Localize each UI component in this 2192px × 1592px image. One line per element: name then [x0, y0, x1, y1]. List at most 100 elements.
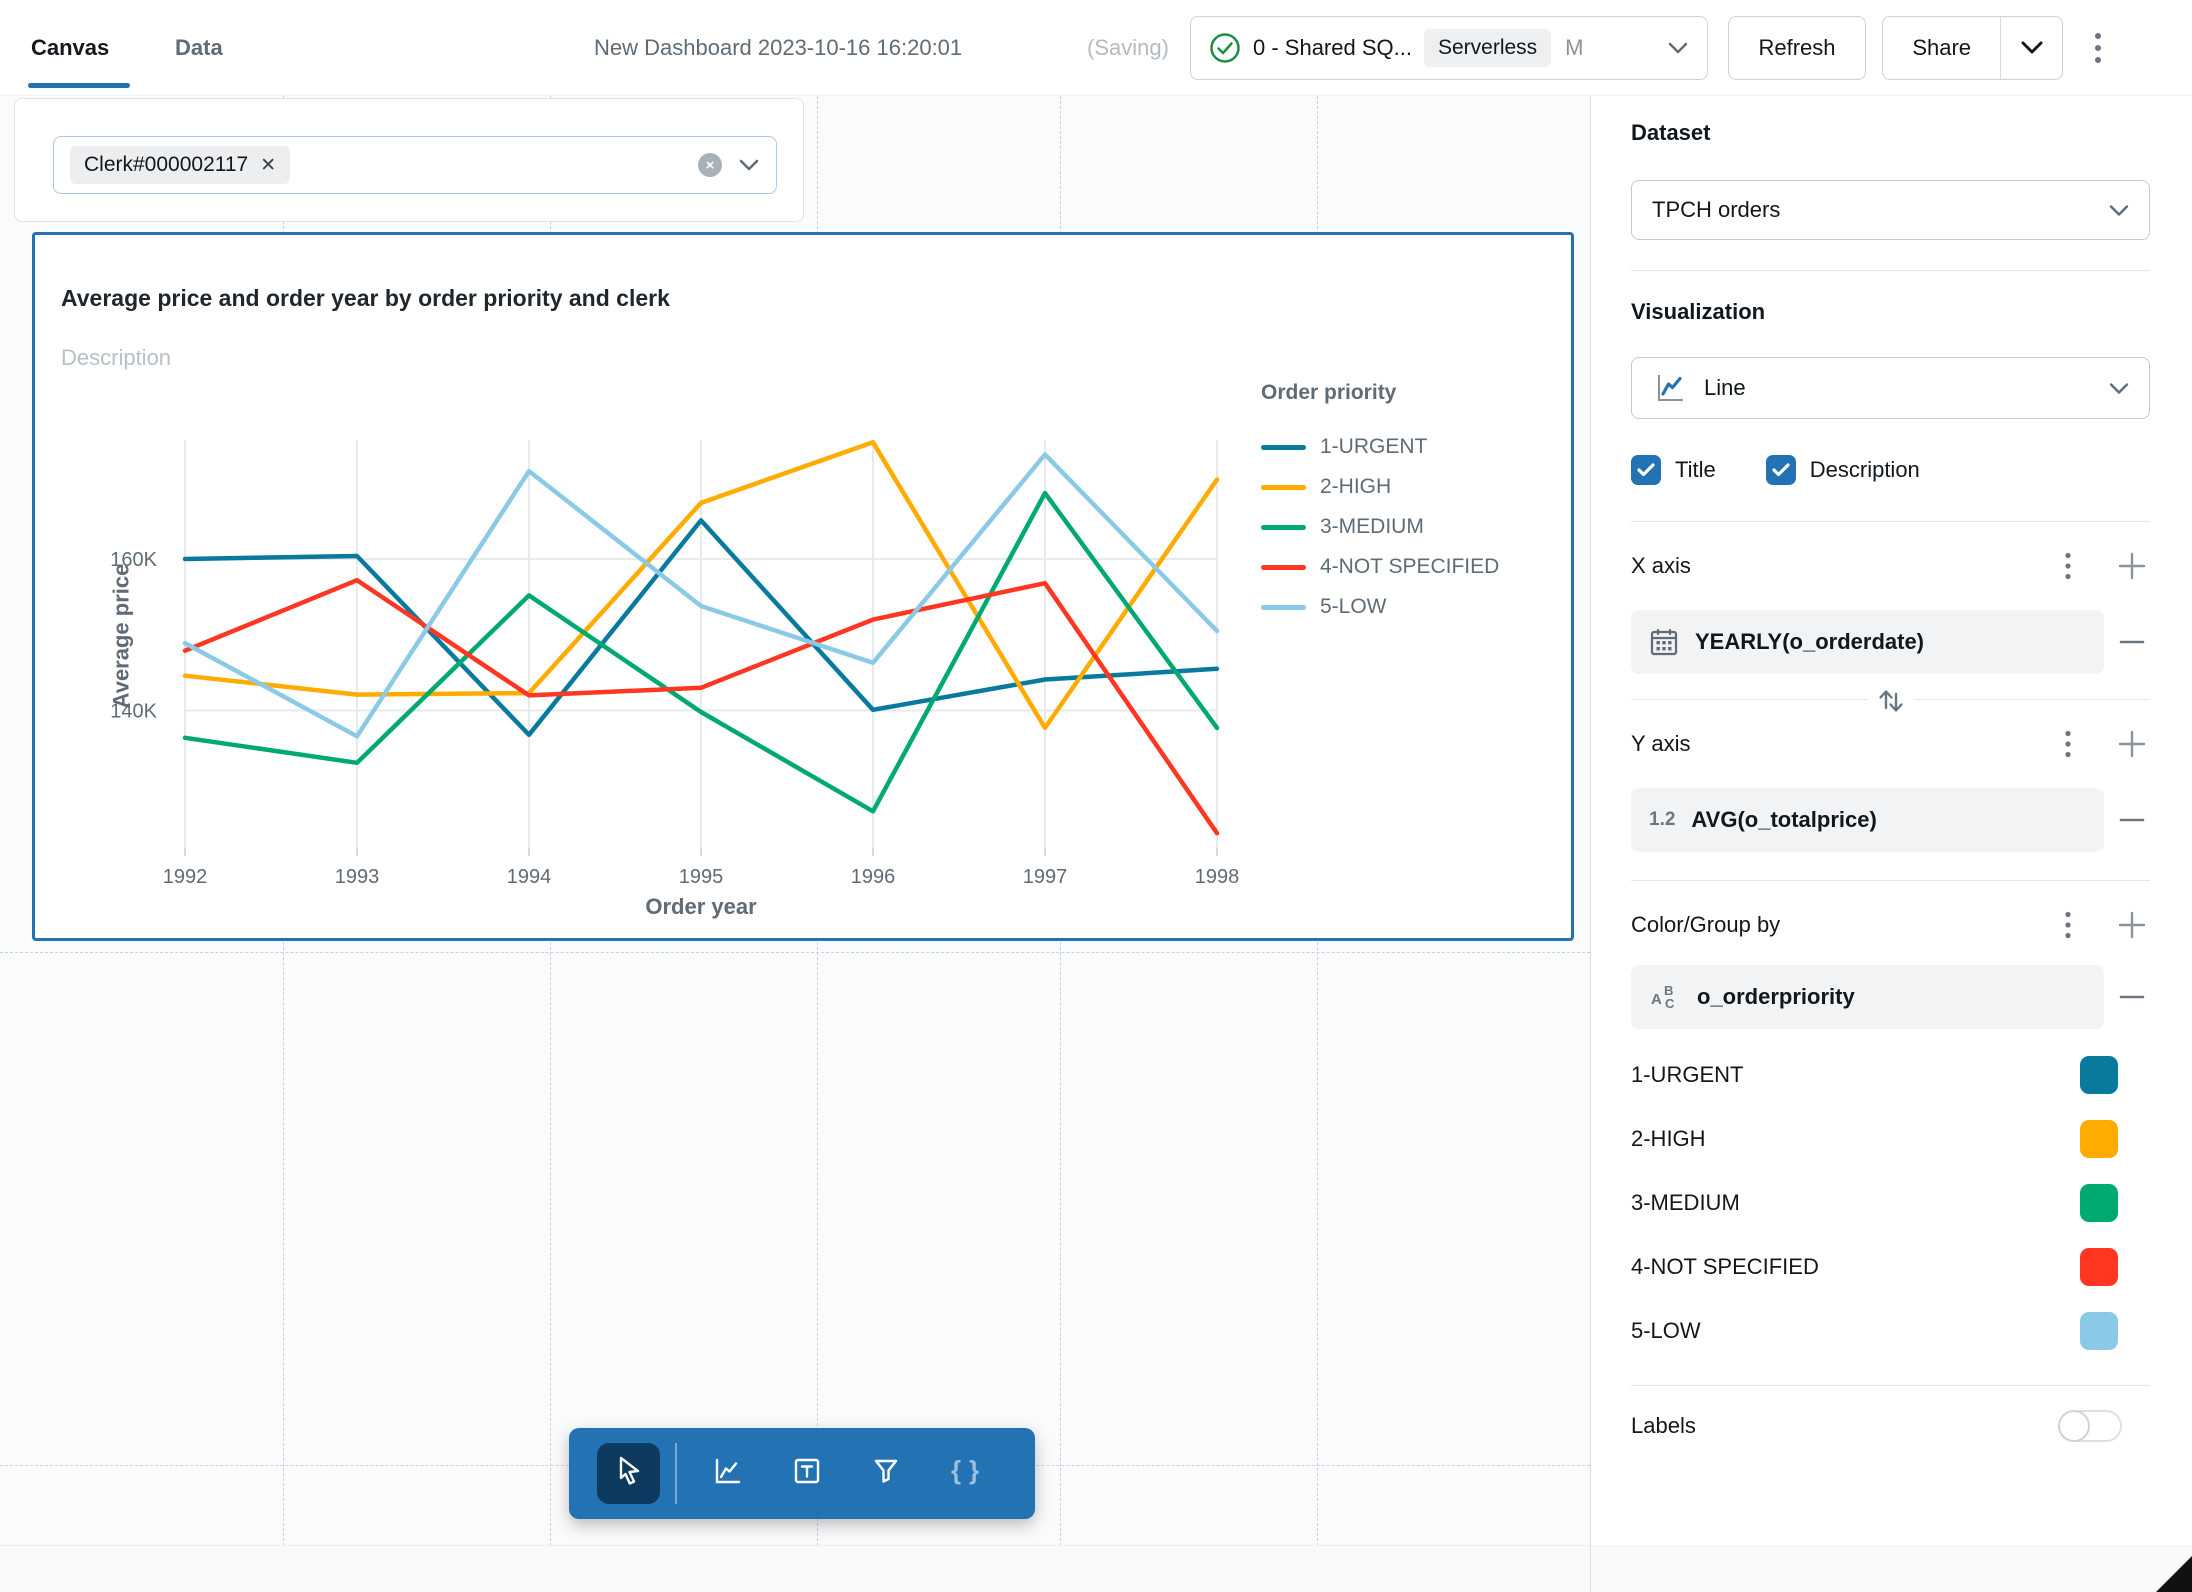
chevron-down-icon	[2109, 375, 2129, 401]
warehouse-selector[interactable]: 0 - Shared SQ... Serverless M	[1190, 16, 1708, 80]
filter-input[interactable]: Clerk#000002117 ✕ ×	[53, 136, 777, 194]
color-group-remove-icon[interactable]	[2114, 979, 2150, 1015]
series-color-label: 4-NOT SPECIFIED	[1631, 1254, 1819, 1279]
saving-status: (Saving)	[1087, 35, 1169, 60]
color-group-menu-icon[interactable]	[2050, 907, 2086, 943]
series-color-label: 5-LOW	[1631, 1318, 1701, 1343]
share-button[interactable]: Share	[1883, 17, 2000, 79]
tab-canvas-label: Canvas	[31, 35, 110, 60]
text-icon	[791, 1455, 823, 1492]
color-group-add-icon[interactable]	[2114, 907, 2150, 943]
grid-guide	[0, 952, 1590, 953]
visualization-value: Line	[1704, 375, 1746, 400]
refresh-button[interactable]: Refresh	[1728, 16, 1866, 80]
dataset-select[interactable]: TPCH orders	[1631, 180, 2150, 240]
dashboard-canvas[interactable]: Clerk#000002117 ✕ × Average price and or…	[0, 96, 1590, 1592]
number-type-icon: 1.2	[1649, 809, 1676, 830]
x-axis-field-pill[interactable]: YEARLY(o_orderdate)	[1631, 610, 2104, 674]
x-axis-remove-icon[interactable]	[2114, 624, 2150, 660]
divider	[1631, 270, 2150, 271]
svg-text:1995: 1995	[679, 866, 724, 888]
series-color-label: 1-URGENT	[1631, 1062, 1744, 1087]
x-axis-add-icon[interactable]	[2114, 548, 2150, 584]
dataset-value: TPCH orders	[1652, 197, 1781, 222]
svg-text:1992: 1992	[163, 866, 208, 888]
series-color-swatch[interactable]	[2080, 1120, 2118, 1158]
add-text-button[interactable]	[787, 1453, 827, 1493]
toolbar-divider	[675, 1443, 677, 1504]
dataset-heading: Dataset	[1631, 120, 1711, 145]
description-checkbox-label: Description	[1809, 457, 1920, 482]
filter-funnel-icon	[870, 1455, 902, 1492]
legend-label: 3-MEDIUM	[1320, 515, 1424, 538]
svg-text:1998: 1998	[1195, 866, 1240, 888]
select-tool-button[interactable]	[597, 1443, 660, 1504]
overflow-menu-button[interactable]	[2076, 26, 2120, 70]
svg-text:}: }	[969, 1455, 979, 1485]
share-menu-button[interactable]	[2000, 17, 2062, 79]
y-axis-heading: Y axis	[1631, 731, 1691, 756]
warehouse-name: 0 - Shared SQ...	[1253, 35, 1412, 60]
line-chart-widget[interactable]: Average price and order year by order pr…	[32, 232, 1574, 941]
divider	[1631, 880, 2150, 881]
series-color-swatch[interactable]	[2080, 1056, 2118, 1094]
x-axis-menu-icon[interactable]	[2050, 548, 2086, 584]
chip-remove-icon[interactable]: ✕	[260, 154, 277, 176]
filter-widget[interactable]: Clerk#000002117 ✕ ×	[14, 98, 804, 222]
chevron-down-icon[interactable]	[738, 158, 760, 172]
legend-swatch	[1261, 524, 1306, 530]
legend-item[interactable]: 3-MEDIUM	[1261, 507, 1561, 547]
refresh-label: Refresh	[1758, 35, 1836, 60]
tab-data-label: Data	[175, 35, 223, 60]
warehouse-serverless-badge: Serverless	[1423, 29, 1552, 67]
dashboard-title[interactable]: New Dashboard 2023-10-16 16:20:01	[594, 35, 963, 60]
x-axis-heading: X axis	[1631, 553, 1691, 578]
series-color-list: 1-URGENT 2-HIGH 3-MEDIUM 4-NOT SPECIFIED 5-L…	[1631, 1043, 2150, 1363]
y-axis-remove-icon[interactable]	[2114, 802, 2150, 838]
chevron-down-icon	[1667, 41, 1689, 55]
visualization-select[interactable]: Line	[1631, 357, 2150, 419]
legend-item[interactable]: 5-LOW	[1261, 587, 1561, 627]
legend-item[interactable]: 1-URGENT	[1261, 427, 1561, 467]
filter-value: Clerk#000002117	[84, 153, 249, 176]
series-color-row: 5-LOW	[1631, 1299, 2150, 1363]
tab-canvas[interactable]: Canvas	[31, 0, 109, 96]
series-color-row: 1-URGENT	[1631, 1043, 2150, 1107]
legend-label: 4-NOT SPECIFIED	[1320, 555, 1500, 578]
add-filter-button[interactable]	[866, 1453, 906, 1493]
series-color-swatch[interactable]	[2080, 1312, 2118, 1350]
legend-label: 1-URGENT	[1320, 435, 1428, 458]
legend-item[interactable]: 4-NOT SPECIFIED	[1261, 547, 1561, 587]
tab-data[interactable]: Data	[175, 0, 223, 96]
title-checkbox[interactable]	[1631, 455, 1661, 485]
add-parameter-button[interactable]: {}	[945, 1453, 985, 1493]
series-color-swatch[interactable]	[2080, 1248, 2118, 1286]
visualization-heading: Visualization	[1631, 299, 1766, 324]
top-bar: Canvas Data New Dashboard 2023-10-16 16:…	[0, 0, 2192, 96]
sidebar-footer	[1591, 1546, 2192, 1592]
warehouse-status-icon	[1209, 32, 1241, 64]
series-color-row: 2-HIGH	[1631, 1107, 2150, 1171]
add-visualization-button[interactable]	[707, 1453, 747, 1493]
labels-toggle[interactable]	[2058, 1410, 2122, 1442]
config-sidebar: Dataset TPCH orders Visualization Line T…	[1590, 96, 2192, 1592]
warehouse-size-label: M	[1565, 35, 1584, 60]
filter-value-chip[interactable]: Clerk#000002117 ✕	[70, 146, 291, 184]
share-split-button: Share	[1882, 16, 2063, 80]
chevron-down-icon	[2109, 197, 2129, 223]
y-axis-field-pill[interactable]: 1.2 AVG(o_totalprice)	[1631, 788, 2104, 852]
y-axis-menu-icon[interactable]	[2050, 726, 2086, 762]
divider	[1631, 521, 2150, 522]
filter-clear-icon[interactable]: ×	[698, 153, 722, 177]
legend-item[interactable]: 2-HIGH	[1261, 467, 1561, 507]
legend-swatch	[1261, 484, 1306, 490]
svg-text:1994: 1994	[507, 866, 552, 888]
y-axis-add-icon[interactable]	[2114, 726, 2150, 762]
chart-title: Average price and order year by order pr…	[61, 285, 670, 311]
description-checkbox[interactable]	[1765, 455, 1796, 485]
cursor-icon	[614, 1455, 644, 1492]
series-color-swatch[interactable]	[2080, 1184, 2118, 1222]
swap-axes-icon[interactable]	[1867, 677, 1914, 723]
svg-text:1993: 1993	[335, 866, 380, 888]
